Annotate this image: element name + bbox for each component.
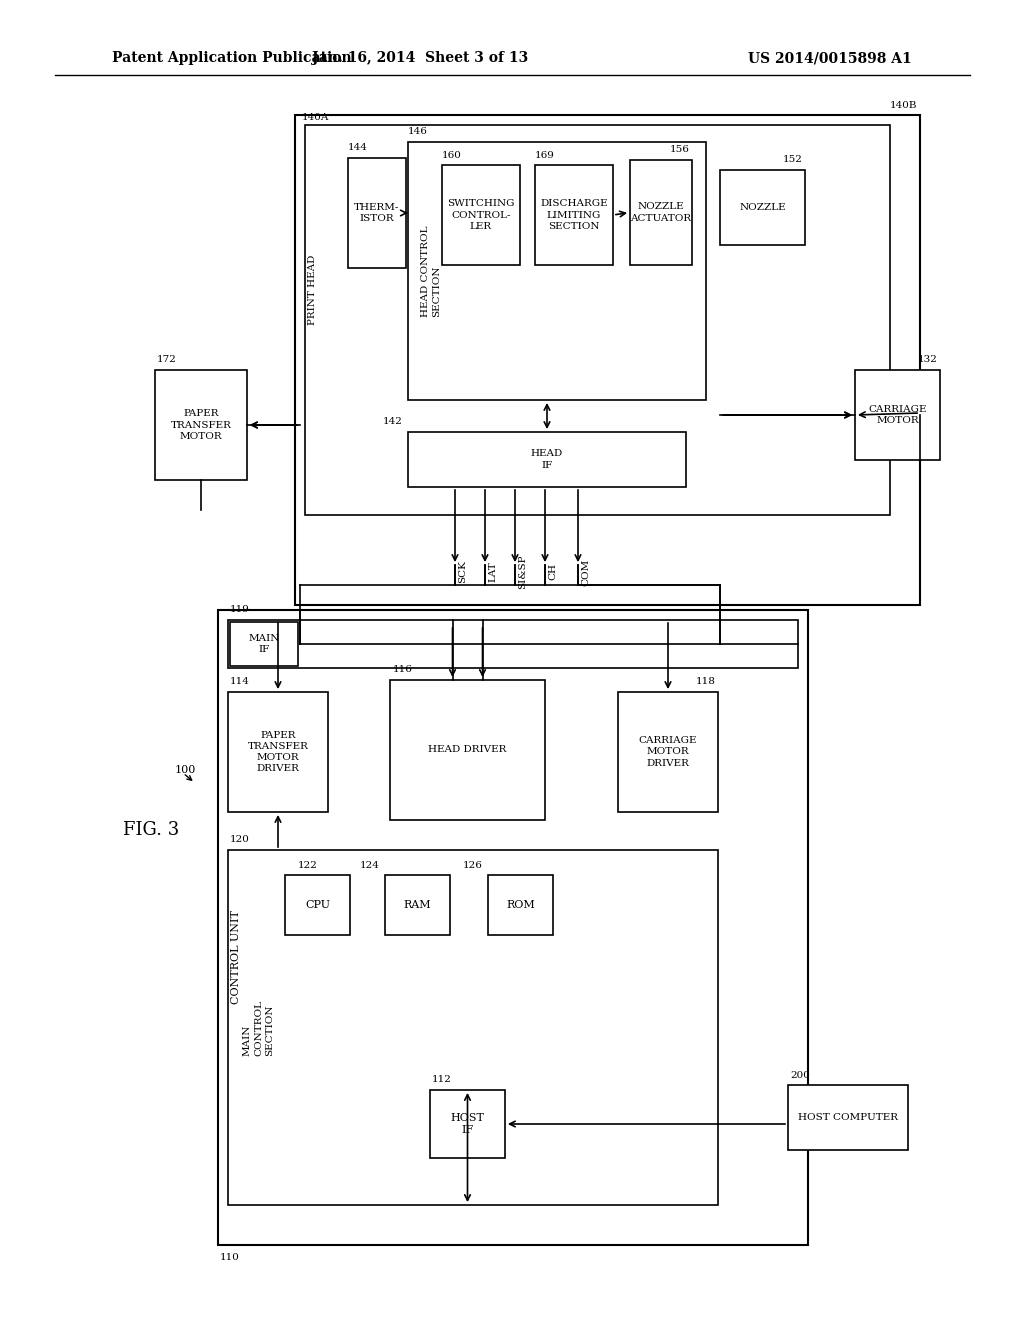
Text: HOST COMPUTER: HOST COMPUTER [798,1113,898,1122]
Text: 100: 100 [175,766,197,775]
Text: 152: 152 [783,156,803,165]
Bar [228,692,328,812]
Text: 200: 200 [790,1071,810,1080]
Text: 114: 114 [230,677,250,686]
Text: Jan. 16, 2014  Sheet 3 of 13: Jan. 16, 2014 Sheet 3 of 13 [312,51,528,65]
Text: 144: 144 [348,144,368,153]
Text: 126: 126 [463,861,483,870]
Text: MAIN
CONTROL
SECTION: MAIN CONTROL SECTION [243,999,274,1056]
Text: HEAD
IF: HEAD IF [530,449,563,470]
Text: 140B: 140B [890,100,918,110]
Bar [230,622,298,667]
Bar [218,610,808,1245]
Bar [385,875,450,935]
Text: 116: 116 [393,665,413,675]
Bar [408,143,706,400]
Text: HEAD DRIVER: HEAD DRIVER [428,746,507,755]
Text: CONTROL UNIT: CONTROL UNIT [231,911,241,1005]
Bar [228,620,798,668]
Bar [618,692,718,812]
Text: CARRIAGE
MOTOR
DRIVER: CARRIAGE MOTOR DRIVER [639,737,697,768]
Bar [630,160,692,265]
Text: 118: 118 [696,677,716,686]
Bar [535,165,613,265]
Text: Patent Application Publication: Patent Application Publication [112,51,351,65]
Bar [348,158,406,268]
Bar [305,125,890,515]
Text: CARRIAGE
MOTOR: CARRIAGE MOTOR [868,405,927,425]
Text: 110: 110 [220,1253,240,1262]
Text: 122: 122 [298,861,317,870]
Bar [295,115,920,605]
Text: SI&SP: SI&SP [518,554,527,589]
Text: 169: 169 [535,150,555,160]
Bar [855,370,940,459]
Text: US 2014/0015898 A1: US 2014/0015898 A1 [749,51,912,65]
Text: NOZZLE
ACTUATOR: NOZZLE ACTUATOR [631,202,691,223]
Bar [228,850,718,1205]
Bar [430,1090,505,1158]
Text: LAT: LAT [488,561,497,582]
Text: PAPER
TRANSFER
MOTOR: PAPER TRANSFER MOTOR [171,409,231,441]
Text: 132: 132 [919,355,938,364]
Text: 172: 172 [157,355,177,364]
Text: 156: 156 [670,145,690,154]
Text: SWITCHING
CONTROL-
LER: SWITCHING CONTROL- LER [447,199,515,231]
Text: 142: 142 [383,417,403,426]
Text: THERM-
ISTOR: THERM- ISTOR [354,203,399,223]
Bar [488,875,553,935]
Text: ROM: ROM [506,900,535,909]
Bar [390,680,545,820]
Bar [442,165,520,265]
Text: 119: 119 [230,606,250,615]
Text: MAIN
IF: MAIN IF [248,634,280,653]
Text: HEAD CONTROL
SECTION: HEAD CONTROL SECTION [421,226,441,317]
Text: 146: 146 [408,128,428,136]
Text: HOST
IF: HOST IF [451,1113,484,1135]
Text: 124: 124 [360,861,380,870]
Text: SCK: SCK [458,561,467,583]
Text: CH: CH [548,564,557,581]
Text: NOZZLE: NOZZLE [739,203,785,213]
Text: 120: 120 [230,836,250,845]
Text: FIG. 3: FIG. 3 [123,821,179,840]
Text: PRINT HEAD: PRINT HEAD [308,255,317,325]
Bar [155,370,247,480]
Text: 112: 112 [432,1076,452,1085]
Text: CPU: CPU [305,900,330,909]
Text: COM: COM [581,558,590,586]
Text: 160: 160 [442,150,462,160]
Bar [788,1085,908,1150]
Text: DISCHARGE
LIMITING
SECTION: DISCHARGE LIMITING SECTION [541,199,608,231]
Text: 140A: 140A [302,112,330,121]
Bar [720,170,805,246]
Bar [285,875,350,935]
Text: RAM: RAM [403,900,431,909]
Bar [408,432,686,487]
Text: PAPER
TRANSFER
MOTOR
DRIVER: PAPER TRANSFER MOTOR DRIVER [248,731,308,774]
